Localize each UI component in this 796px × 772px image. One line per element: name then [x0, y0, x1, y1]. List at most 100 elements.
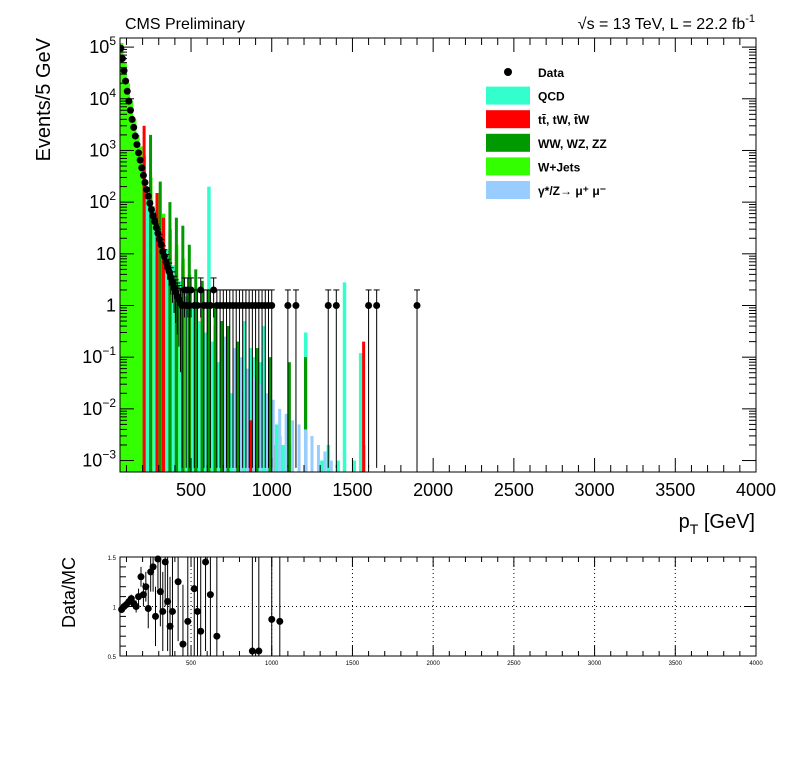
bar-dy	[223, 336, 227, 472]
y-tick-label: 102	[89, 189, 116, 212]
ratio-x-tick-label: 500	[186, 661, 197, 667]
ratio-point	[255, 647, 263, 655]
ratio-point	[206, 591, 214, 599]
bar-qcd	[197, 321, 201, 472]
bar-dy	[252, 377, 256, 472]
data-point	[139, 171, 147, 179]
ratio-point	[174, 578, 182, 586]
bar-diboson	[213, 305, 217, 472]
x-label-sub: T	[690, 521, 699, 537]
legend-label-qcd: QCD	[538, 90, 565, 104]
y-tick-label: 105	[89, 34, 116, 57]
ratio-y-ticks: 1.5 1 0.5	[108, 556, 756, 661]
bar-wjets	[123, 62, 127, 472]
data-point	[144, 192, 152, 200]
header-right: √s = 13 TeV, L = 22.2 fb-1	[578, 13, 755, 33]
bar-qcd	[358, 353, 363, 472]
bar-qcd	[145, 196, 150, 472]
ratio-point	[142, 583, 150, 591]
main-x-ticks: 500 1000 1500 2000 2500 3000 3500 4000	[125, 38, 776, 500]
data-point	[206, 301, 214, 309]
bar-diboson	[268, 357, 272, 472]
data-point	[135, 149, 143, 157]
data-point	[154, 229, 162, 237]
bar-diboson	[207, 289, 211, 472]
bar-dy	[310, 435, 314, 472]
legend-swatch-ttbar	[486, 110, 530, 129]
data-point	[136, 156, 144, 164]
bar-dy	[323, 451, 327, 472]
bar-ttbar	[155, 193, 159, 472]
ratio-point	[197, 627, 205, 635]
bar-diboson	[200, 280, 204, 472]
data-point	[131, 132, 139, 140]
data-point	[151, 218, 159, 226]
data-point	[149, 212, 157, 220]
bar-qcd	[191, 307, 195, 472]
ratio-y-label: Data/MC	[59, 557, 79, 628]
ratio-point	[193, 607, 201, 615]
bar-dy	[239, 357, 243, 472]
bar-diboson	[149, 134, 153, 472]
data-point	[130, 123, 138, 131]
legend-label-data: Data	[538, 66, 564, 80]
bar-diboson	[226, 326, 230, 472]
data-points	[120, 44, 421, 468]
ratio-point	[168, 607, 176, 615]
bar-dy	[258, 384, 262, 472]
legend: Data QCD tt̄, tW, t̄W WW, WZ, ZZ W+Jets γ*/Z→…	[486, 66, 607, 199]
data-point	[126, 106, 134, 114]
ratio-point	[248, 647, 256, 655]
ratio-point	[161, 558, 169, 566]
ratio-point	[159, 607, 167, 615]
bar-qcd	[216, 362, 221, 472]
bar-dy	[297, 424, 301, 472]
bar-diboson	[287, 362, 291, 472]
ratio-point	[184, 617, 192, 625]
bar-diboson	[181, 225, 185, 472]
bar-qcd	[262, 326, 266, 472]
bar-dy	[278, 408, 282, 472]
ratio-point	[139, 591, 147, 599]
bar-dy	[232, 348, 236, 472]
bar-diboson	[158, 181, 162, 472]
y-tick-label: 10−2	[82, 396, 116, 419]
bar-diboson	[168, 202, 172, 472]
data-point	[292, 301, 300, 309]
ratio-point	[164, 598, 172, 606]
data-point	[332, 301, 340, 309]
bar-diboson	[304, 357, 308, 472]
ratio-x-tick-label: 1500	[346, 661, 360, 667]
ratio-x-tick-label: 2500	[507, 661, 521, 667]
y-tick-label: 103	[89, 137, 116, 160]
ratio-point	[156, 588, 164, 596]
bar-ttbar	[362, 341, 366, 472]
bar-ttbar	[142, 125, 146, 472]
ratio-x-tick-label: 3000	[588, 661, 602, 667]
bar-wjets	[136, 134, 140, 472]
x-tick-label: 2500	[494, 480, 534, 500]
header-left: CMS Preliminary	[125, 16, 245, 33]
data-point	[128, 115, 136, 123]
x-tick-label: 2000	[413, 480, 453, 500]
ratio-y-tick-label: 1	[113, 606, 117, 612]
ratio-plot: 1.510.5 500 1000 1500 2000 2500 3000 3500 4000 …	[59, 555, 763, 667]
bar-diboson	[236, 341, 240, 472]
bar-diboson	[174, 217, 178, 472]
x-tick-label: 1000	[252, 480, 292, 500]
bar-dy	[271, 399, 275, 472]
bar-qcd	[320, 460, 324, 472]
data-point	[210, 286, 218, 294]
x-label-main: p	[679, 511, 690, 533]
data-point	[141, 178, 149, 186]
ratio-y-tick-label: 1.5	[108, 556, 117, 562]
data-point	[187, 286, 195, 294]
data-point	[373, 301, 381, 309]
bar-diboson	[255, 348, 259, 472]
ratio-x-tick-label: 3500	[669, 661, 683, 667]
bar-wjets	[139, 146, 143, 472]
ratio-point	[137, 573, 145, 581]
ratio-x-tick-label: 2000	[426, 661, 440, 667]
bar-wjets	[126, 83, 130, 472]
